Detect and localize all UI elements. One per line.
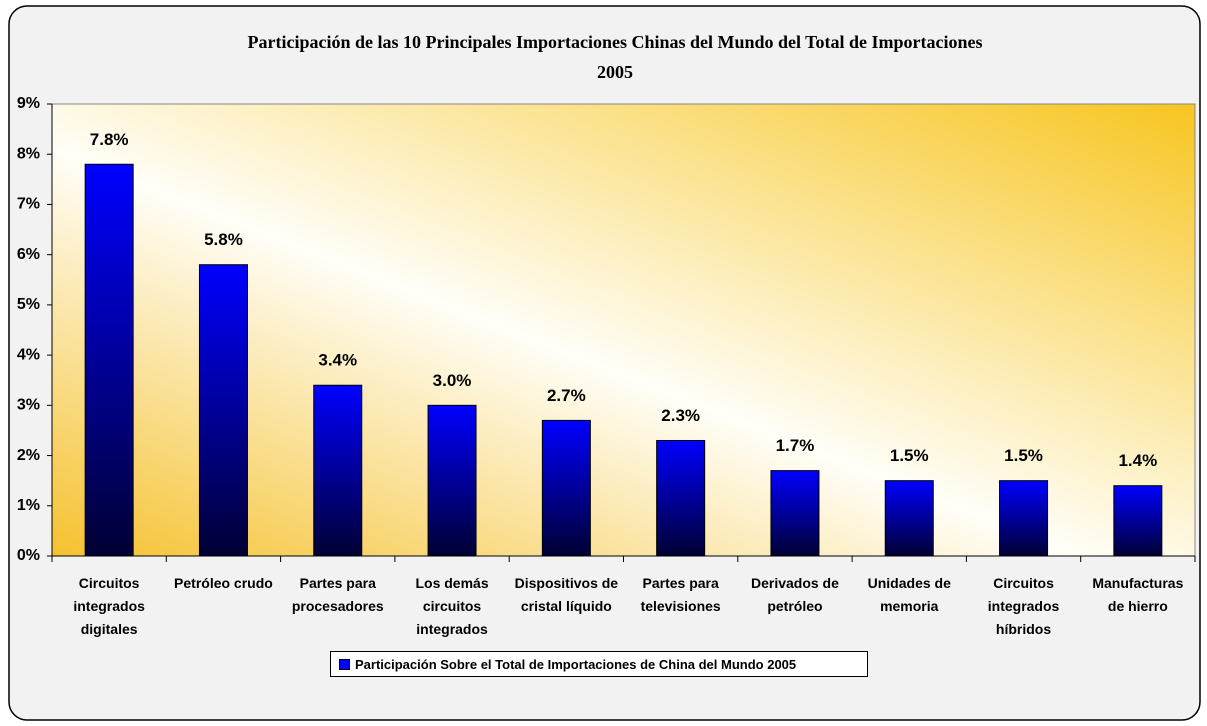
bar [541,419,591,557]
x-tick-label: Dispositivos de cristal líquido [514,575,619,614]
bar [313,384,363,557]
bar [770,470,820,557]
data-label: 3.4% [318,351,357,370]
data-label: 1.5% [1004,446,1043,465]
bar [84,163,134,557]
bar [427,404,477,557]
data-label: 3.0% [433,371,472,390]
y-tick-label: 0% [17,547,40,564]
bar [999,480,1049,557]
x-tick-label: Circuitos integrados digitales [73,575,145,637]
y-tick-label: 8% [17,145,40,162]
bar [1113,485,1163,557]
y-tick-label: 9% [17,95,40,112]
y-tick-label: 4% [17,346,40,363]
legend-swatch [339,658,350,670]
x-tick-label: Los demás circuitos integrados [415,575,489,637]
data-label: 1.5% [890,446,929,465]
y-tick-label: 1% [17,497,40,514]
bar [198,264,248,557]
y-tick-label: 6% [17,246,40,263]
data-label: 2.3% [661,406,700,425]
x-tick-label: Partes para procesadores [291,575,384,614]
x-tick-label: Circuitos integrados híbridos [987,575,1060,637]
bar [656,439,706,557]
legend-label: Participación Sobre el Total de Importac… [355,656,797,672]
chart-title: Participación de las 10 Principales Impo… [247,32,982,52]
x-tick-label: Manufacturas de hierro [1092,575,1184,614]
bar [884,480,934,557]
data-label: 1.7% [776,436,815,455]
legend: Participación Sobre el Total de Importac… [330,651,868,677]
data-label: 7.8% [90,130,129,149]
y-tick-label: 3% [17,397,40,414]
y-tick-label: 7% [17,196,40,213]
data-label: 5.8% [204,230,243,249]
x-tick-label: Petróleo crudo [174,575,273,591]
x-tick-label: Derivados de petróleo [750,575,839,614]
x-tick-label: Unidades de memoria [867,575,951,614]
y-tick-label: 5% [17,296,40,313]
data-label: 2.7% [547,386,586,405]
y-tick-label: 2% [17,447,40,464]
data-label: 1.4% [1118,451,1157,470]
x-tick-label: Partes para televisiones [640,575,721,614]
chart-subtitle: 2005 [597,62,633,82]
